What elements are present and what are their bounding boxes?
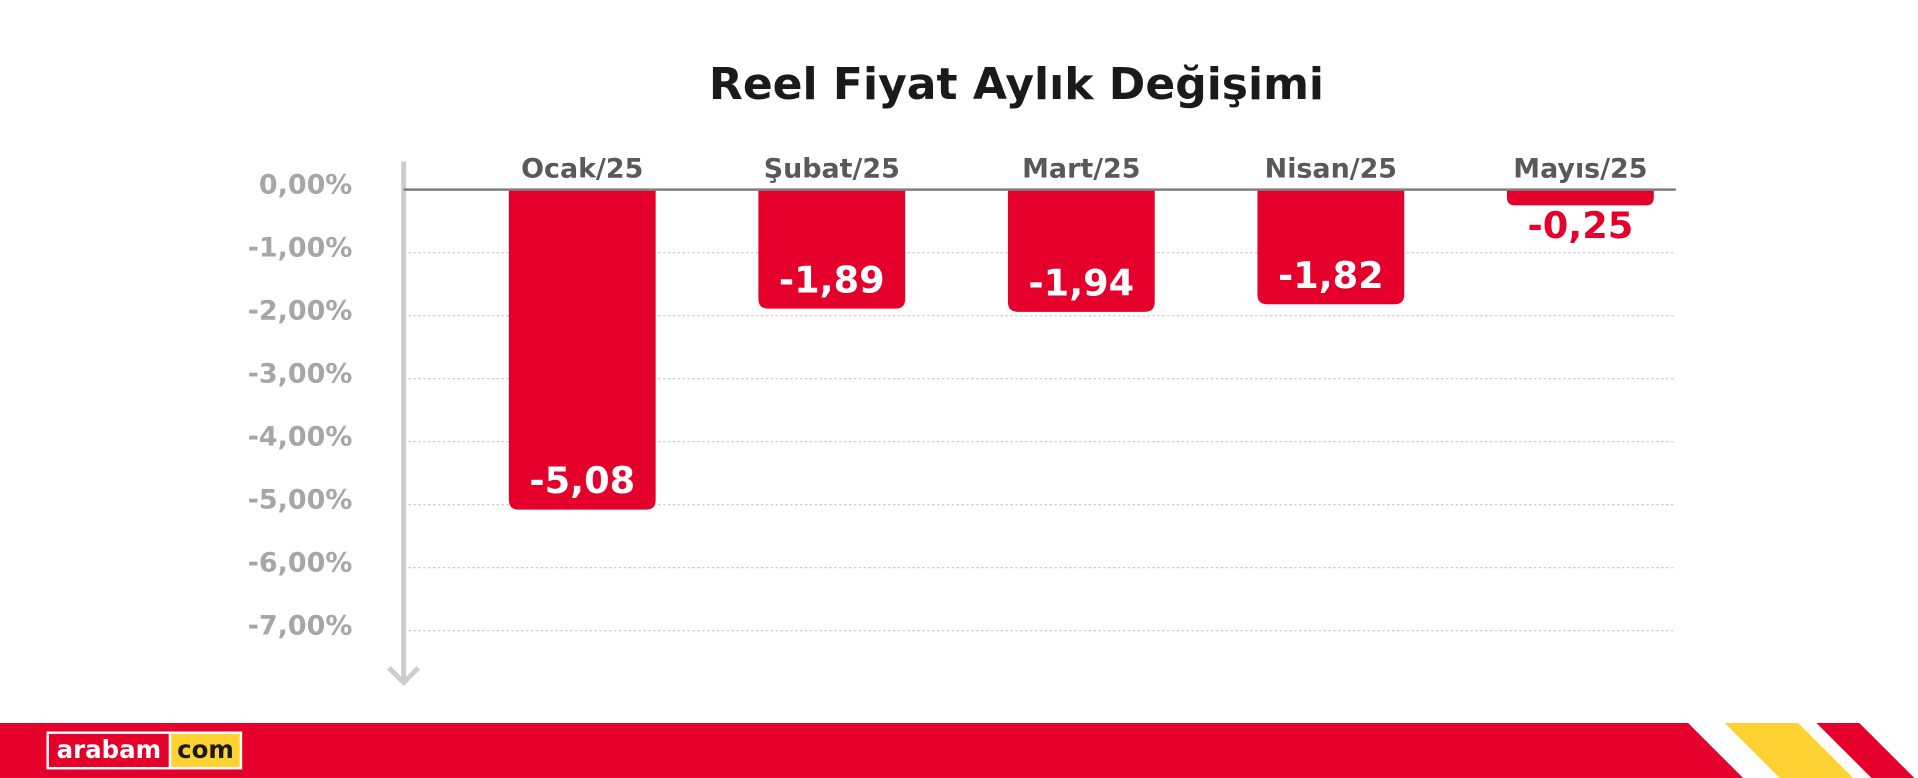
bar [508,189,656,510]
y-tick-label: -3,00% [248,358,353,389]
y-tick-label: -7,00% [248,610,353,641]
y-tick-label: -2,00% [248,295,353,326]
x-tick-label: Mart/25 [1022,154,1140,185]
stripe [1724,722,1854,778]
plot: 0,00% -1,00% -2,00% -3,00% -4,00% -5,00% -6,00… [248,154,1676,641]
y-tick-label: -1,00% [248,232,353,263]
footer-band [0,722,1744,778]
data-label: -5,08 [529,459,635,502]
x-tick-label: Nisan/25 [1265,154,1397,185]
y-tick-label: -5,00% [248,484,353,515]
logo-box [46,731,172,770]
y-tick-label: -6,00% [248,547,353,578]
y-tick-label: 0,00% [259,169,352,200]
logo-box [168,731,243,770]
x-tick-label: Ocak/25 [521,154,643,185]
y-tick-label: -4,00% [248,421,353,452]
data-label: -1,94 [1028,261,1134,304]
bar [1007,189,1155,312]
bar [1507,189,1654,206]
logo-text: arabam [57,735,162,764]
x-tick-label: Şubat/25 [764,154,900,185]
data-label: -1,89 [779,258,885,301]
chart-title: Reel Fiyat Aylık Değişimi [709,59,1324,110]
data-label: -0,25 [1528,204,1634,247]
stripe [1816,722,1915,778]
logo-text: com [177,735,234,764]
x-tick-label: Mayıs/25 [1513,154,1647,185]
bar [758,189,906,309]
axis-arrow [387,666,421,687]
data-label: -1,82 [1278,254,1384,297]
bar [1257,189,1405,305]
